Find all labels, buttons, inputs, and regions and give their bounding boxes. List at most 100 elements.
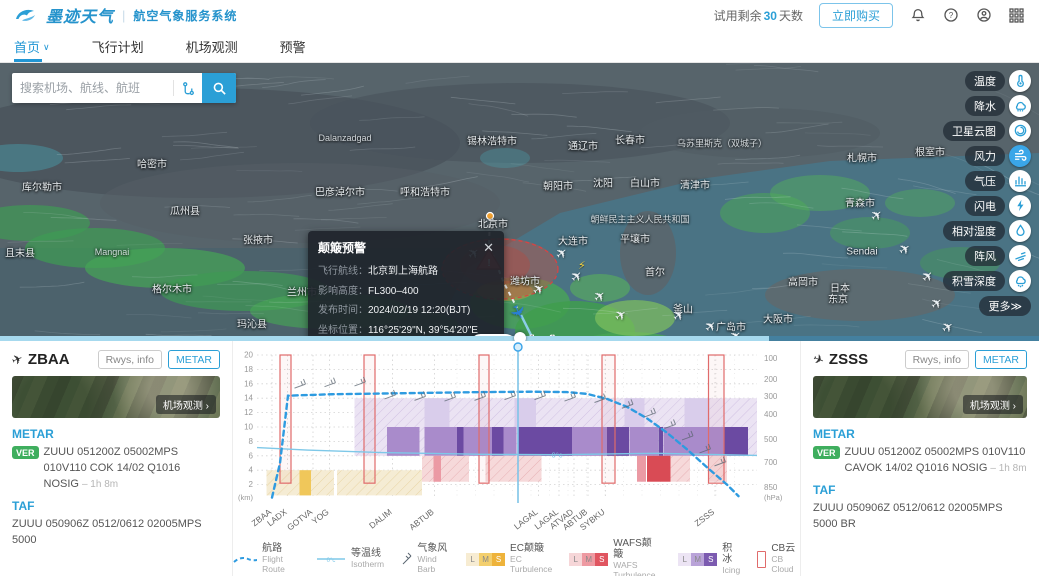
notification-bell-icon[interactable] — [909, 7, 926, 24]
app-logo-text: 墨迹天气 — [46, 9, 115, 26]
wind-barb-icon — [564, 391, 576, 402]
svg-text:12: 12 — [244, 408, 253, 417]
tab-机场观测[interactable]: 机场观测 — [185, 39, 238, 55]
close-icon[interactable]: ✕ — [483, 240, 494, 255]
popup-row: 影响高度：FL300–400 — [318, 285, 419, 297]
layer-button-积雪深度[interactable]: 积雪深度 — [943, 269, 1031, 292]
map-time-slider-handle[interactable] — [514, 332, 526, 341]
svg-text:700: 700 — [764, 458, 778, 467]
metar-report-text: ZUUU 051200Z 05002MPS 010V110 CAVOK 14/0… — [844, 446, 1027, 474]
layer-button-降水[interactable]: 降水 — [965, 94, 1031, 117]
weather-map[interactable]: ! 哈密市库尔勒市瓜州县张掖市且末县Mangnai格尔木市兰州市玛沁县称多县双湖… — [0, 63, 1039, 341]
legend-item-cb-cloud: CB云 CB Cloud — [757, 543, 800, 574]
route-cross-section-chart: 2 4 6 8 10 12 14 16 18 20 (km) 100 200 300 400 500 700 85… — [233, 341, 800, 576]
wind-barb-icon — [324, 377, 336, 388]
map-search-box — [12, 73, 236, 103]
humidity-icon — [1009, 219, 1031, 242]
takeoff-icon: ✈ — [9, 350, 26, 369]
rwys-info-button[interactable]: Rwys, info — [97, 350, 163, 369]
wind-barb-icon — [681, 430, 694, 441]
wind-barb-icon — [294, 378, 306, 389]
metar-heading: METAR — [813, 427, 855, 441]
layer-button-闪电[interactable]: 闪电 — [965, 194, 1031, 217]
cb-cloud-box — [601, 354, 616, 484]
layer-button-风力[interactable]: 风力 — [965, 144, 1031, 167]
verification-badge: VER — [12, 446, 39, 459]
svg-text:10: 10 — [244, 423, 253, 432]
svg-text:?: ? — [948, 11, 953, 20]
user-account-icon[interactable] — [975, 7, 992, 24]
gust-icon — [1009, 244, 1031, 267]
search-input[interactable] — [12, 81, 173, 95]
svg-text:100: 100 — [764, 354, 778, 363]
wind-barb-icon — [644, 407, 656, 418]
tab-飞行计划[interactable]: 飞行计划 — [91, 39, 144, 55]
svg-text:300: 300 — [764, 392, 778, 401]
arrival-airport-panel: ✈ ZSSS Rwys, info METAR 机场观测 › METAR VER… — [800, 341, 1039, 576]
app-header: 墨迹天气 | 航空气象服务系统 试用剩余 30 天数 立即购买 ? — [0, 0, 1039, 30]
layer-button-相对湿度[interactable]: 相对湿度 — [943, 219, 1031, 242]
legend-item-isotherm: 0°c 等温线 Isotherm — [317, 548, 385, 569]
layer-button-温度[interactable]: 温度 — [965, 69, 1031, 92]
wind-barb-icon — [354, 376, 366, 387]
wind-barb-icon — [444, 391, 456, 402]
satellite-icon — [1009, 119, 1031, 142]
trial-days-count: 30 — [763, 8, 777, 23]
svg-text:ABTUB: ABTUB — [407, 506, 436, 532]
wind-barb-icon — [714, 456, 726, 467]
layer-button-卫星云图[interactable]: 卫星云图 — [943, 119, 1031, 142]
cb-cloud-box — [478, 354, 490, 484]
lightning-strike-icon: ⚡ — [578, 260, 586, 272]
tab-首页[interactable]: 首页 ∨ — [14, 30, 50, 62]
svg-text:0°c: 0°c — [552, 451, 563, 460]
help-icon[interactable]: ? — [942, 7, 959, 24]
layer-button-阵风[interactable]: 阵风 — [965, 244, 1031, 267]
layer-button-更多[interactable]: 更多≫ — [979, 294, 1031, 317]
svg-text:16: 16 — [244, 379, 253, 388]
tab-预警[interactable]: 预警 — [279, 39, 306, 55]
verification-badge: VER — [813, 446, 840, 459]
svg-text:DALIM: DALIM — [367, 507, 394, 531]
svg-text:(km): (km) — [238, 493, 253, 502]
chart-legend: 航路 Flight Route 0°c 等温线 Isotherm 气象风 Wind Barb… — [233, 538, 800, 576]
wind-barb-icon — [621, 399, 634, 409]
route-search-icon[interactable] — [174, 81, 202, 96]
cb-cloud-box — [707, 354, 725, 484]
airport-satellite-thumbnail[interactable]: 机场观测 › — [813, 376, 1027, 418]
brand-bird-icon — [14, 6, 38, 24]
airport-observe-button[interactable]: 机场观测 › — [155, 395, 216, 414]
wind-barb-icon — [699, 443, 711, 454]
popup-row: 飞行航线：北京到上海航路 — [318, 266, 438, 277]
metar-button[interactable]: METAR — [975, 350, 1027, 369]
rwys-info-button[interactable]: Rwys, info — [904, 350, 970, 369]
arrival-airport-code: ZSSS — [828, 351, 869, 368]
departure-airport-code: ZBAA — [27, 351, 70, 368]
map-weather-layers: ! — [0, 63, 1039, 341]
svg-text:20: 20 — [244, 351, 253, 360]
layer-button-气压[interactable]: 气压 — [965, 169, 1031, 192]
cb-cloud-box — [363, 354, 376, 484]
legend-item-wind-barb: 气象风 Wind Barb — [401, 543, 449, 574]
cross-section-plot[interactable]: 2 4 6 8 10 12 14 16 18 20 (km) 100 200 300 400 500 700 85… — [233, 341, 800, 545]
cb-cloud-box — [279, 354, 292, 484]
metar-button[interactable]: METAR — [168, 350, 220, 369]
app-grid-icon[interactable] — [1008, 7, 1025, 24]
lightning-icon — [1009, 194, 1031, 217]
buy-now-button[interactable]: 立即购买 — [818, 2, 893, 28]
taf-report-text: ZUUU 050906Z 0512/0612 02005MPS 5000 — [12, 517, 202, 546]
svg-text:2: 2 — [249, 480, 254, 489]
airport-observe-button[interactable]: 机场观测 › — [962, 395, 1023, 414]
svg-text:850: 850 — [764, 483, 778, 492]
svg-text:0°c: 0°c — [327, 558, 336, 564]
app-subtitle: 航空气象服务系统 — [133, 8, 238, 23]
wind-barb-icon — [504, 390, 516, 401]
popup-title: 颠簸预警 — [318, 241, 367, 255]
airport-satellite-thumbnail[interactable]: 机场观测 › — [12, 376, 220, 418]
svg-text:4: 4 — [249, 466, 254, 475]
svg-text:14: 14 — [244, 394, 253, 403]
legend-item-wafs-turbulence: L M S WAFS颠簸 WAFS Turbulence — [569, 538, 661, 576]
svg-text:YOG: YOG — [310, 507, 331, 527]
search-button[interactable] — [202, 73, 236, 103]
wind-barb-icon — [474, 391, 486, 401]
